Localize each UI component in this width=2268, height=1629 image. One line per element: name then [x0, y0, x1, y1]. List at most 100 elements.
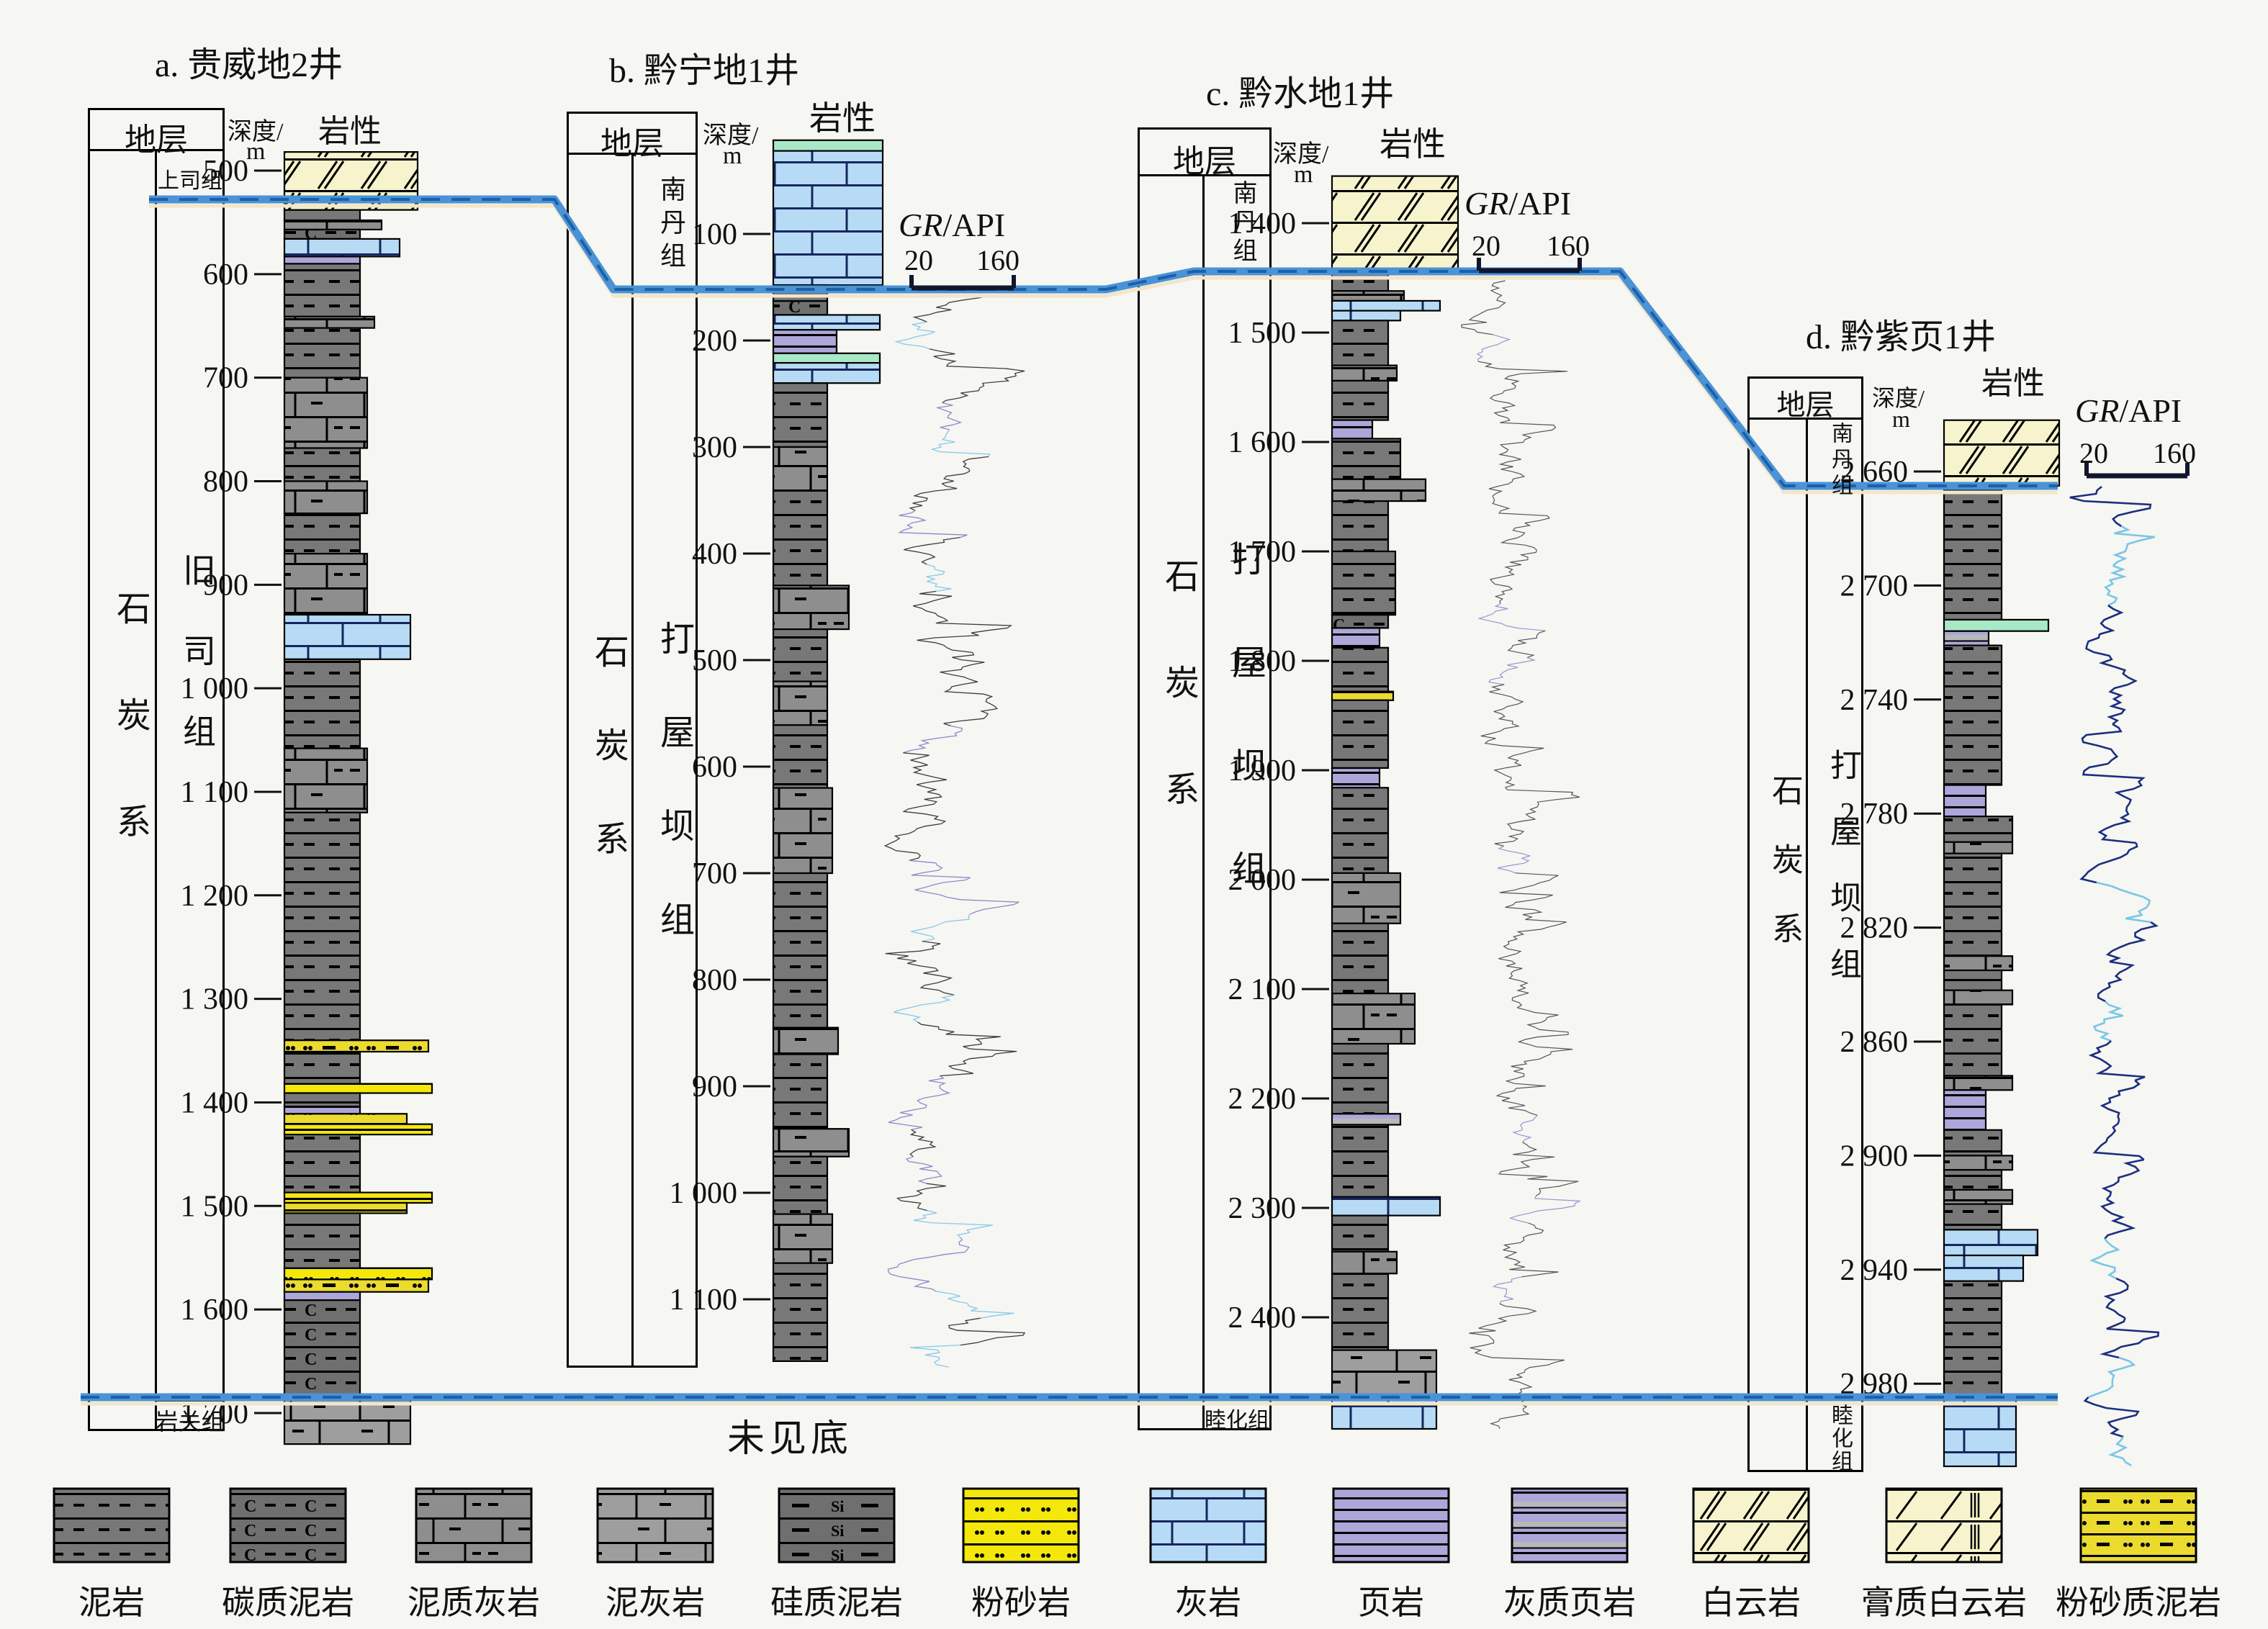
lith-block-ny [1331, 1124, 1390, 1198]
legend-swatch-fszny [2079, 1487, 2197, 1563]
lith-block-ny [1943, 816, 2014, 843]
lith-block-ny [283, 811, 361, 1042]
lith-block-nzhy [1331, 290, 1405, 302]
correlation-lines-layer [81, 195, 2058, 1406]
gr-curve-segment [1489, 1411, 1530, 1429]
depth-tick-label: 1 100 [670, 1283, 738, 1317]
well-b-lith-header: 岩性 [809, 100, 876, 137]
well-d-strat-box [1747, 376, 1863, 1472]
depth-tick-label: 2 200 [1228, 1083, 1297, 1116]
well-d-lith-header: 岩性 [1981, 366, 2045, 401]
depth-tick-label: 500 [203, 155, 248, 188]
gr-curve-segment [909, 1344, 960, 1368]
well-d-formation-bottom: 睦化组 [1828, 1404, 1852, 1473]
depth-tick-label: 200 [692, 325, 737, 358]
depth-tick-label: 600 [692, 751, 737, 784]
gr-curve-segment [1492, 1276, 1522, 1304]
well-d-gr-label: GR/API [2075, 392, 2182, 430]
lith-block-by [1331, 175, 1459, 272]
legend-label-gypsum-dolomite: 膏质白云岩 [1861, 1584, 2027, 1621]
depth-tick-label: 2 860 [1840, 1026, 1909, 1059]
well-c-depth-unit: m [1294, 161, 1313, 188]
well-b-column-divider [631, 153, 634, 1368]
lith-block-nzhy [1943, 841, 2014, 854]
gr-curve-segment [1493, 764, 1573, 793]
gr-curve-segment [1517, 1034, 1573, 1062]
lith-block-ny [283, 447, 361, 482]
legend-swatch-nhy [596, 1487, 714, 1563]
lith-block-nhy [283, 1397, 412, 1445]
depth-tick-label: 700 [692, 857, 737, 890]
gr-curve-segment [1498, 953, 1523, 981]
lith-block-ny [772, 489, 829, 587]
well-c-depth-header: 深度/ [1273, 141, 1329, 168]
well-a-formation-top: 上司组 [158, 169, 222, 193]
lith-block-gn [772, 352, 881, 364]
lith-block-ny [283, 1050, 361, 1085]
gr-curve-segment [2079, 842, 2138, 884]
lith-block-ny [1943, 484, 2003, 621]
depth-tick-label: 1 600 [1228, 426, 1297, 459]
legend-label-mudstone: 泥岩 [78, 1584, 145, 1621]
gr-curve-segment [913, 1209, 994, 1238]
lith-block-ny [772, 1053, 829, 1130]
lith-block-fszny [283, 1039, 430, 1053]
gr-curve-segment [2088, 1040, 2146, 1082]
lith-block-nzhy [283, 747, 369, 813]
gr-curve-segment [2112, 525, 2155, 567]
lith-block-ny [1943, 1203, 2003, 1231]
well-d-system-label: 石炭系 [1767, 774, 1802, 981]
well-a-formation-bottom: 岩关组 [155, 1409, 225, 1435]
gr-curve-segment [940, 1048, 1017, 1077]
well-b-gr-rest: /API [942, 207, 1006, 243]
gr-curve-segment [902, 806, 947, 834]
lith-block-ny [1331, 646, 1390, 692]
lith-block-ny [1943, 1280, 2003, 1399]
lith-block-nzhy [283, 553, 369, 616]
gr-curve-segment [888, 1102, 927, 1131]
gr-curve-segment [948, 1317, 1026, 1346]
gr-curve-segment [942, 375, 1017, 404]
gr-curve-segment [1469, 1330, 1496, 1358]
gr-curve-segment [1489, 576, 1513, 604]
gr-curve-segment [898, 510, 968, 538]
gr-curve-segment [1492, 495, 1551, 524]
gr-curve-segment [885, 940, 941, 969]
lith-block-ny [283, 512, 361, 555]
lith-block-ny [1331, 1042, 1390, 1115]
depth-tick-label: 700 [203, 362, 248, 395]
depth-tick-label: 1 000 [670, 1177, 738, 1210]
well-d-gr-italic: GR [2075, 392, 2120, 429]
legend-label-siltstone: 粉砂岩 [971, 1584, 1071, 1621]
lith-block-yy [1331, 767, 1381, 789]
gr-curve-segment [2096, 881, 2151, 924]
gr-curve-segment [2082, 762, 2146, 804]
gr-curve-segment [909, 859, 971, 888]
well-d-column-divider [1806, 418, 1808, 1472]
depth-tick-label: 2 000 [1228, 864, 1297, 897]
lith-block-nzhy [283, 315, 376, 329]
gr-brackets-layer [909, 258, 2190, 479]
lithology-blocks-layer [53, 139, 2197, 1563]
gr-curve-segment [1477, 603, 1546, 631]
gr-curve-segment [1525, 792, 1580, 820]
legend-swatch-yy [1332, 1487, 1450, 1563]
depth-tick-label: 1 500 [1228, 317, 1297, 350]
lith-block-nzhy [1943, 1075, 2014, 1091]
well-c-formation-bottom: 睦化组 [1205, 1409, 1269, 1432]
well-b-system-label: 石炭系 [589, 633, 627, 914]
depth-tick-label: 500 [692, 644, 737, 677]
gr-curve-segment [2088, 1356, 2136, 1399]
depth-tick-label: 2 100 [1228, 973, 1297, 1006]
well-c-gr-rest: /API [1508, 185, 1572, 222]
well-a-depth-unit: m [246, 138, 266, 165]
gr-curve-segment [898, 1237, 970, 1265]
well-c-gr-italic: GR [1464, 185, 1509, 222]
lith-block-nzhy [1943, 955, 2014, 972]
gr-curve-segment [2100, 1080, 2141, 1121]
legend-label-siliceous-mudstone: 硅质泥岩 [770, 1584, 903, 1621]
gr-curve-segment [909, 483, 958, 511]
lith-block-nzhy [1331, 1250, 1398, 1275]
lith-block-ny [772, 628, 829, 682]
